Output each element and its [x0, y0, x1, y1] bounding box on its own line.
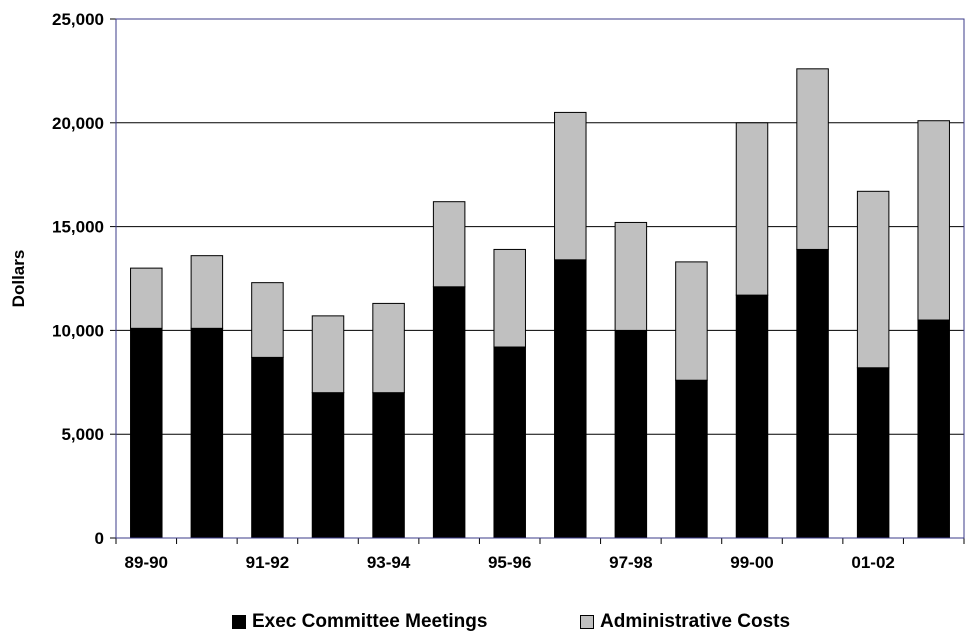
y-tick-label: 0: [95, 529, 104, 548]
y-tick-label: 20,000: [52, 114, 104, 133]
x-tick-labels: 89-90 91-92 93-94 95-96 97-98 99-00 01-02: [125, 553, 895, 572]
bar-administrative-costs: [735, 122, 769, 296]
y-tick-label: 25,000: [52, 10, 104, 29]
bar-administrative-costs: [493, 248, 526, 348]
bar-administrative-costs: [251, 282, 284, 358]
bar-exec-committee: [735, 294, 769, 539]
bar-exec-committee: [130, 327, 163, 539]
x-tick-label: 97-98: [609, 553, 652, 572]
gridlines: [110, 18, 965, 544]
y-tick-labels: 0 5,000 10,000 15,000 20,000 25,000: [52, 10, 104, 548]
legend-swatch-administrative-costs: [580, 615, 594, 629]
bar-exec-committee: [493, 346, 526, 539]
bar-exec-committee: [796, 248, 829, 539]
bar-administrative-costs: [311, 315, 345, 394]
y-tick-label: 10,000: [52, 321, 104, 340]
bar-exec-committee: [251, 356, 284, 539]
x-tick-label: 95-96: [488, 553, 531, 572]
y-tick-label: 15,000: [52, 218, 104, 237]
bar-administrative-costs: [432, 201, 466, 288]
bar-exec-committee: [917, 319, 950, 539]
bar-administrative-costs: [796, 68, 829, 250]
bar-administrative-costs: [130, 267, 163, 329]
bar-exec-committee: [190, 327, 224, 539]
x-tick-label: 99-00: [730, 553, 773, 572]
x-tick-label: 89-90: [125, 553, 168, 572]
legend-label-administrative-costs: Administrative Costs: [600, 611, 791, 632]
legend-label-exec-committee: Exec Committee Meetings: [252, 611, 488, 632]
bar-administrative-costs: [372, 302, 405, 394]
x-tick-label: 93-94: [367, 553, 411, 572]
bar-administrative-costs: [190, 255, 224, 329]
bar-administrative-costs: [917, 120, 950, 321]
bar-administrative-costs: [554, 111, 587, 261]
legend-swatch-exec-committee: [232, 615, 246, 629]
bar-exec-committee: [311, 392, 345, 539]
y-axis-label: Dollars: [9, 250, 28, 308]
legend-item-administrative-costs: Administrative Costs: [580, 611, 790, 633]
bar-administrative-costs: [856, 190, 890, 369]
bar-exec-committee: [432, 286, 466, 539]
legend-item-exec-committee: Exec Committee Meetings: [232, 611, 487, 633]
bars: [130, 68, 950, 539]
x-tick-label: 01-02: [851, 553, 894, 572]
bar-administrative-costs: [614, 221, 648, 331]
bar-exec-committee: [554, 259, 587, 539]
legend: Exec Committee Meetings Administrative C…: [0, 611, 966, 637]
bar-exec-committee: [856, 367, 890, 539]
x-tick-label: 91-92: [246, 553, 289, 572]
bar-exec-committee: [614, 329, 648, 539]
y-tick-label: 5,000: [61, 425, 104, 444]
bar-administrative-costs: [675, 261, 708, 381]
plot-frame: [115, 18, 965, 539]
bar-exec-committee: [372, 392, 405, 539]
bar-exec-committee: [675, 379, 708, 539]
